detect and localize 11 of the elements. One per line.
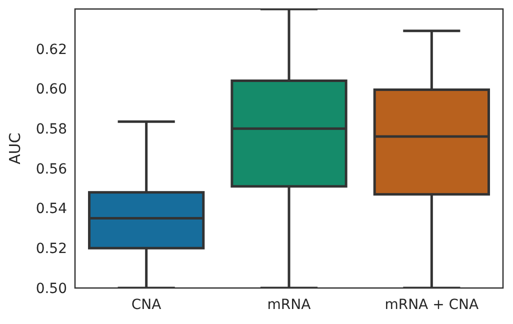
y-tick-label: 0.58 — [36, 121, 67, 138]
y-tick-label: 0.56 — [36, 161, 68, 178]
y-tick-label: 0.62 — [36, 42, 67, 58]
x-tick-label: mRNA + CNA — [384, 297, 480, 313]
x-tick-label: mRNA — [267, 297, 312, 313]
x-tick-label: CNA — [131, 297, 162, 313]
y-tick-label: 0.52 — [36, 241, 67, 258]
y-axis-title: AUC — [6, 132, 24, 164]
y-tick-label: 0.50 — [36, 280, 67, 297]
y-tick-label: 0.54 — [36, 201, 68, 218]
y-tick-label: 0.60 — [36, 82, 67, 98]
